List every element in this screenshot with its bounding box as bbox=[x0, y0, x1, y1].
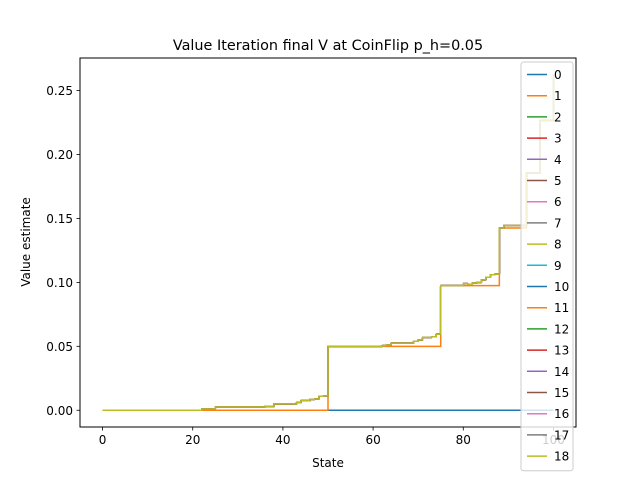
x-tick-label: 80 bbox=[456, 433, 471, 447]
plot-frame bbox=[79, 57, 577, 428]
legend-label-10: 10 bbox=[554, 280, 569, 294]
legend-label-4: 4 bbox=[554, 153, 562, 167]
legend-label-5: 5 bbox=[554, 174, 562, 188]
plot-lines bbox=[102, 74, 555, 411]
y-tick-label: 0.10 bbox=[46, 276, 73, 290]
x-tick-label: 0 bbox=[99, 433, 107, 447]
legend-label-8: 8 bbox=[554, 238, 562, 252]
legend-label-1: 1 bbox=[554, 89, 562, 103]
y-tick-label: 0.15 bbox=[46, 212, 73, 226]
legend-label-3: 3 bbox=[554, 132, 562, 146]
x-tick-label: 60 bbox=[365, 433, 380, 447]
x-tick-label: 20 bbox=[185, 433, 200, 447]
legend-label-2: 2 bbox=[554, 110, 562, 124]
legend-label-7: 7 bbox=[554, 216, 562, 230]
legend-label-16: 16 bbox=[554, 407, 569, 421]
y-tick-label: 0.05 bbox=[46, 340, 73, 354]
y-tick-label: 0.00 bbox=[46, 404, 73, 418]
legend-box bbox=[520, 61, 574, 472]
legend-label-15: 15 bbox=[554, 386, 569, 400]
y-axis-label: Value estimate bbox=[19, 197, 33, 287]
x-tick-label: 40 bbox=[275, 433, 290, 447]
legend-label-14: 14 bbox=[554, 365, 569, 379]
x-axis-label: State bbox=[312, 456, 344, 470]
legend-label-9: 9 bbox=[554, 259, 562, 273]
legend-label-11: 11 bbox=[554, 301, 569, 315]
legend-label-13: 13 bbox=[554, 344, 569, 358]
legend-label-0: 0 bbox=[554, 68, 562, 82]
legend-label-6: 6 bbox=[554, 195, 562, 209]
y-tick-label: 0.25 bbox=[46, 84, 73, 98]
legend-label-12: 12 bbox=[554, 322, 569, 336]
series-line-18 bbox=[102, 74, 555, 411]
y-tick-label: 0.20 bbox=[46, 148, 73, 162]
y-axis-ticks: 0.00 0.05 0.10 0.15 0.20 0.25 bbox=[46, 84, 80, 418]
legend-label-18: 18 bbox=[554, 450, 569, 464]
legend-label-17: 17 bbox=[554, 428, 569, 442]
chart-title: Value Iteration final V at CoinFlip p_h=… bbox=[173, 38, 483, 54]
